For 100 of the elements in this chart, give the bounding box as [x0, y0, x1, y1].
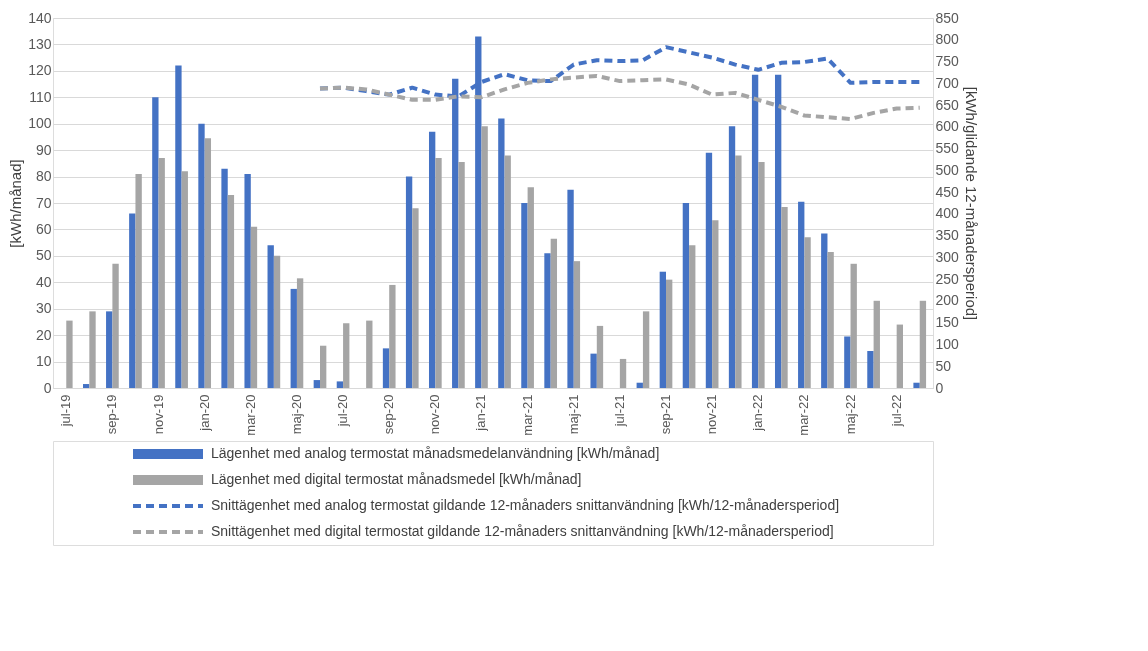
bar — [682, 203, 690, 388]
bar — [619, 358, 627, 388]
bar — [751, 74, 759, 388]
y2-tick-label: 400 — [935, 205, 960, 222]
y-tick-label: 100 — [28, 115, 52, 132]
bar — [382, 348, 390, 388]
y2-tick-label: 500 — [935, 161, 960, 178]
bar — [642, 311, 650, 388]
x-tick-label: jan-21 — [473, 394, 489, 432]
y-tick-label: 120 — [28, 62, 52, 79]
bar — [919, 300, 927, 388]
bar — [135, 173, 142, 388]
x-tick-label: maj-22 — [842, 394, 858, 435]
bar — [781, 206, 788, 388]
legend-label: Lägenhet med digital termostat månadsmedel [kWh/månad] — [211, 471, 582, 487]
y-tick-label: 40 — [35, 273, 52, 290]
bar — [659, 271, 666, 388]
bar — [758, 162, 765, 388]
y2-axis-title: [kWh/glidande 12-månadersperiod] — [962, 86, 980, 321]
legend-label: Snittägenhet med analog termostat gildande 12-månaders snittanvändning [kWh/12-månadersperiod] — [211, 497, 840, 513]
bar — [590, 353, 597, 388]
x-tick-label: jan-22 — [750, 394, 766, 432]
y-tick-label: 90 — [35, 141, 52, 158]
bar — [705, 152, 713, 388]
x-tick-label: jan-20 — [196, 394, 212, 432]
bar — [296, 278, 304, 388]
bar — [198, 123, 205, 388]
y-tick-label: 140 — [28, 9, 52, 26]
x-tick-label: jul-20 — [335, 394, 351, 428]
y-tick-label: 20 — [35, 326, 52, 343]
bar — [850, 263, 857, 388]
x-tick-label: mar-22 — [796, 394, 812, 436]
bar — [827, 251, 834, 388]
x-tick-label: nov-21 — [704, 394, 720, 435]
bar — [666, 279, 673, 388]
y2-tick-label: 550 — [935, 140, 960, 157]
bar — [867, 351, 874, 388]
bar — [89, 311, 96, 388]
bar — [175, 65, 182, 388]
bar — [521, 203, 528, 388]
x-tick-label: jul-21 — [611, 394, 627, 428]
y2-tick-label: 450 — [935, 183, 960, 200]
bar — [913, 382, 920, 388]
bar — [273, 255, 281, 388]
bar — [728, 126, 736, 388]
bar — [366, 320, 373, 388]
x-tick-label: mar-20 — [242, 394, 258, 436]
y2-tick-label: 750 — [935, 53, 960, 70]
bar — [689, 245, 696, 388]
bar — [129, 213, 136, 388]
y2-tick-label: 350 — [935, 227, 960, 244]
bar — [428, 131, 436, 388]
y2-tick-label: 150 — [935, 314, 960, 331]
y-tick-label: 30 — [35, 300, 52, 317]
x-tick-label: jul-19 — [58, 394, 74, 428]
bar — [527, 187, 534, 388]
bar — [844, 336, 851, 388]
bar — [313, 380, 320, 388]
y-tick-label: 110 — [29, 88, 52, 105]
y2-tick-label: 300 — [935, 248, 960, 265]
y2-tick-label: 0 — [935, 379, 944, 396]
bar — [735, 155, 742, 388]
bar — [158, 158, 165, 388]
y2-tick-label: 250 — [935, 270, 960, 287]
x-tick-label: maj-20 — [288, 394, 304, 435]
x-tick-label: sep-19 — [104, 394, 120, 435]
y-tick-label: 50 — [35, 247, 52, 264]
bar — [221, 168, 228, 388]
bar — [250, 226, 258, 388]
bar — [798, 201, 805, 388]
bar — [550, 238, 558, 388]
x-tick-label: jul-22 — [888, 394, 904, 428]
bar — [181, 171, 188, 388]
x-tick-label: sep-20 — [381, 394, 397, 435]
y2-tick-label: 50 — [935, 357, 952, 374]
bar — [435, 158, 442, 388]
y-tick-label: 130 — [28, 35, 52, 52]
bar — [267, 245, 274, 388]
bar — [106, 311, 113, 388]
bar — [774, 74, 782, 388]
bar — [244, 173, 251, 388]
bar — [290, 288, 297, 388]
y-tick-label: 10 — [35, 353, 52, 370]
y-tick-label: 0 — [43, 379, 52, 396]
bar — [66, 320, 73, 388]
y2-tick-label: 850 — [935, 9, 960, 26]
bar — [712, 220, 719, 388]
bar — [112, 263, 119, 388]
bar — [821, 233, 828, 388]
bar — [596, 325, 604, 388]
bar — [567, 189, 574, 388]
bar — [389, 284, 396, 388]
legend-label: Lägenhet med analog termostat månadsmedelanvändning [kWh/månad] — [211, 445, 660, 461]
bar — [896, 324, 904, 388]
line-series — [318, 73, 922, 121]
y-tick-label: 60 — [35, 220, 52, 237]
x-tick-label: nov-19 — [150, 394, 166, 435]
bar — [481, 126, 488, 388]
bar — [873, 300, 880, 388]
y-tick-label: 80 — [35, 168, 52, 185]
